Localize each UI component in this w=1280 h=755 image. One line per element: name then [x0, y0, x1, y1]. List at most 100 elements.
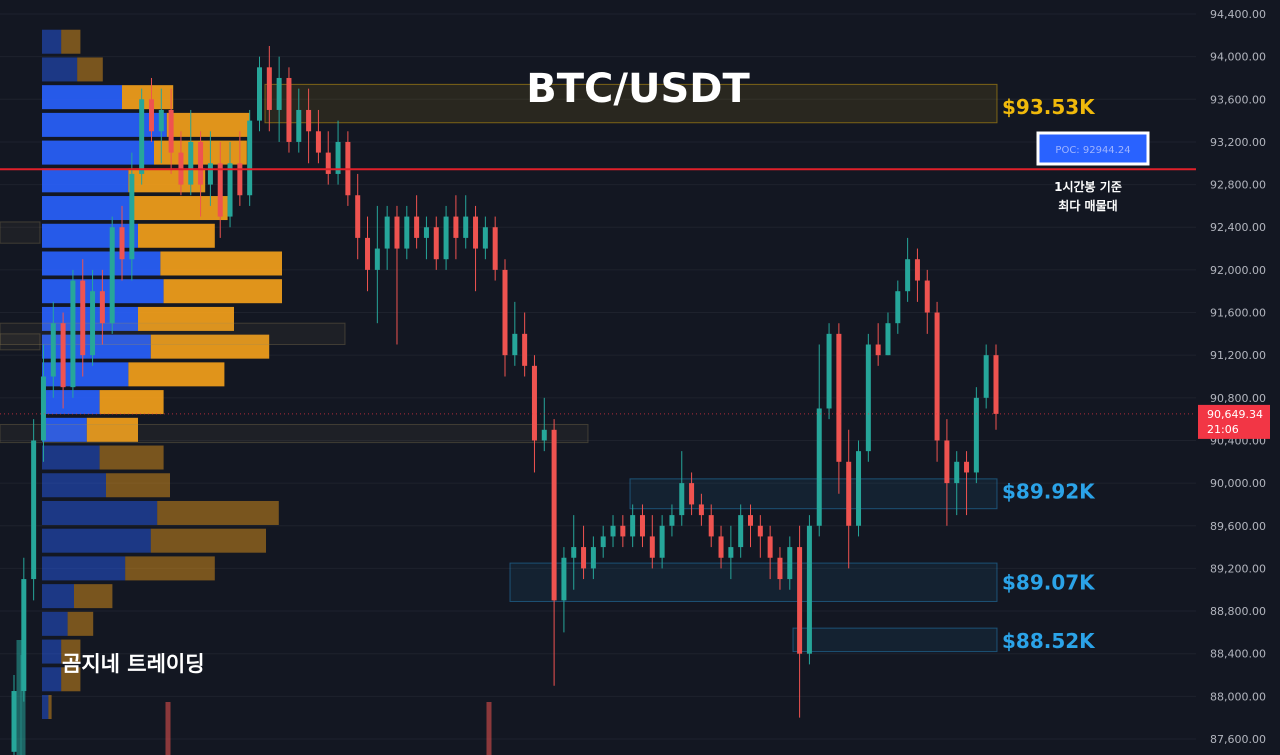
- annotations: BTC/USDT 곰지네 트레이딩 1시간봉 기준 최다 매물대 POC: 92…: [0, 66, 1270, 676]
- profile-down-bar: [138, 223, 215, 248]
- profile-up-bar: [42, 584, 74, 609]
- candle-body: [70, 280, 76, 388]
- candle-body: [924, 280, 930, 313]
- candle-body: [934, 312, 940, 441]
- current-price-tag[interactable]: [1198, 404, 1270, 439]
- candle-body: [718, 536, 724, 558]
- profile-up-bar: [42, 390, 100, 415]
- level-zone: [0, 221, 41, 244]
- candle-body: [21, 579, 27, 692]
- candle-body: [885, 323, 891, 356]
- profile-down-bar: [163, 279, 282, 304]
- candle-body: [453, 216, 459, 238]
- profile-down-bar: [86, 417, 138, 442]
- candle-body: [826, 333, 832, 409]
- candle-body: [669, 515, 675, 526]
- profile-up-bar: [42, 667, 62, 692]
- y-tick-label: 93,600.00: [1210, 93, 1266, 106]
- profile-down-bar: [131, 196, 228, 221]
- profile-down-bar: [99, 390, 164, 415]
- candle-body: [541, 429, 547, 441]
- candle-body: [109, 227, 115, 324]
- candle-body: [11, 691, 17, 752]
- profile-down-bar: [61, 639, 81, 664]
- profile-down-bar: [48, 695, 52, 720]
- y-tick-label: 93,200.00: [1210, 136, 1266, 149]
- level-zone: [0, 333, 41, 351]
- level-zone: [264, 83, 998, 124]
- candle-body: [374, 248, 380, 270]
- profile-up-bar: [42, 29, 62, 54]
- profile-down-bar: [150, 528, 266, 553]
- candle-body: [600, 536, 606, 548]
- candle-body: [620, 525, 626, 537]
- candle-body: [237, 163, 243, 196]
- candle-body: [119, 227, 125, 260]
- profile-up-bar: [42, 528, 151, 553]
- chart-title: BTC/USDT: [526, 66, 750, 112]
- level-zone: [509, 562, 998, 602]
- candle-body: [207, 163, 213, 185]
- candle-body: [551, 429, 557, 601]
- candle-body: [188, 141, 194, 185]
- volume-bar: [20, 655, 26, 755]
- volume-profile: [42, 29, 282, 720]
- candle-body: [610, 525, 616, 537]
- candle-body: [983, 355, 989, 398]
- candle-body: [531, 365, 537, 441]
- candle-body: [286, 77, 292, 142]
- candle-body: [865, 344, 871, 452]
- candle-body: [964, 461, 970, 473]
- candle-body: [315, 131, 321, 153]
- candle-body: [659, 525, 665, 558]
- y-tick-label: 88,800.00: [1210, 605, 1266, 618]
- level-label: $89.92K: [1002, 480, 1096, 504]
- poc-note-line2: 최다 매물대: [1058, 198, 1117, 213]
- profile-up-bar: [42, 695, 49, 720]
- candle-body: [816, 408, 822, 526]
- candle-body: [335, 141, 341, 174]
- brand-watermark: 곰지네 트레이딩: [62, 652, 205, 676]
- candle-body: [473, 216, 479, 249]
- candle-body: [797, 547, 803, 654]
- candle-body: [738, 515, 744, 548]
- profile-down-bar: [61, 29, 81, 54]
- profile-up-bar: [42, 334, 151, 359]
- profile-up-bar: [42, 57, 78, 82]
- profile-up-bar: [42, 306, 138, 331]
- candle-body: [679, 483, 685, 516]
- candle-body: [639, 515, 645, 537]
- current-price-label: 90,649.34: [1207, 408, 1263, 421]
- candle-body: [99, 291, 105, 324]
- profile-up-bar: [42, 639, 62, 664]
- profile-up-bar: [42, 196, 132, 221]
- profile-down-bar: [99, 445, 164, 470]
- y-tick-label: 92,800.00: [1210, 179, 1266, 192]
- candle-body: [512, 333, 518, 356]
- profile-up-bar: [42, 112, 167, 137]
- candle-body: [502, 269, 508, 356]
- candle-body: [836, 333, 842, 462]
- volume-bar: [165, 702, 171, 755]
- candle-body: [365, 237, 371, 270]
- profile-up-bar: [42, 140, 154, 165]
- candle-body: [777, 557, 783, 580]
- candle-body: [31, 440, 37, 580]
- profile-down-bar: [77, 57, 103, 82]
- profile-up-bar: [42, 362, 129, 387]
- profile-down-bar: [157, 500, 279, 525]
- profile-down-bar: [125, 556, 215, 581]
- candle-body: [944, 440, 950, 484]
- candle-body: [158, 109, 164, 132]
- profile-up-bar: [42, 417, 87, 442]
- candle-body: [129, 173, 135, 260]
- candle-body: [748, 515, 753, 526]
- candle-body: [404, 216, 410, 249]
- candle-body: [581, 547, 587, 569]
- price-axis[interactable]: 94,400.00 94,000.00 93,600.00 93,200.00 92,8…: [1210, 8, 1266, 746]
- countdown-timer: 21:06: [1207, 423, 1239, 436]
- candle-body: [247, 120, 253, 196]
- candle-body: [561, 557, 567, 601]
- profile-down-bar: [150, 334, 270, 359]
